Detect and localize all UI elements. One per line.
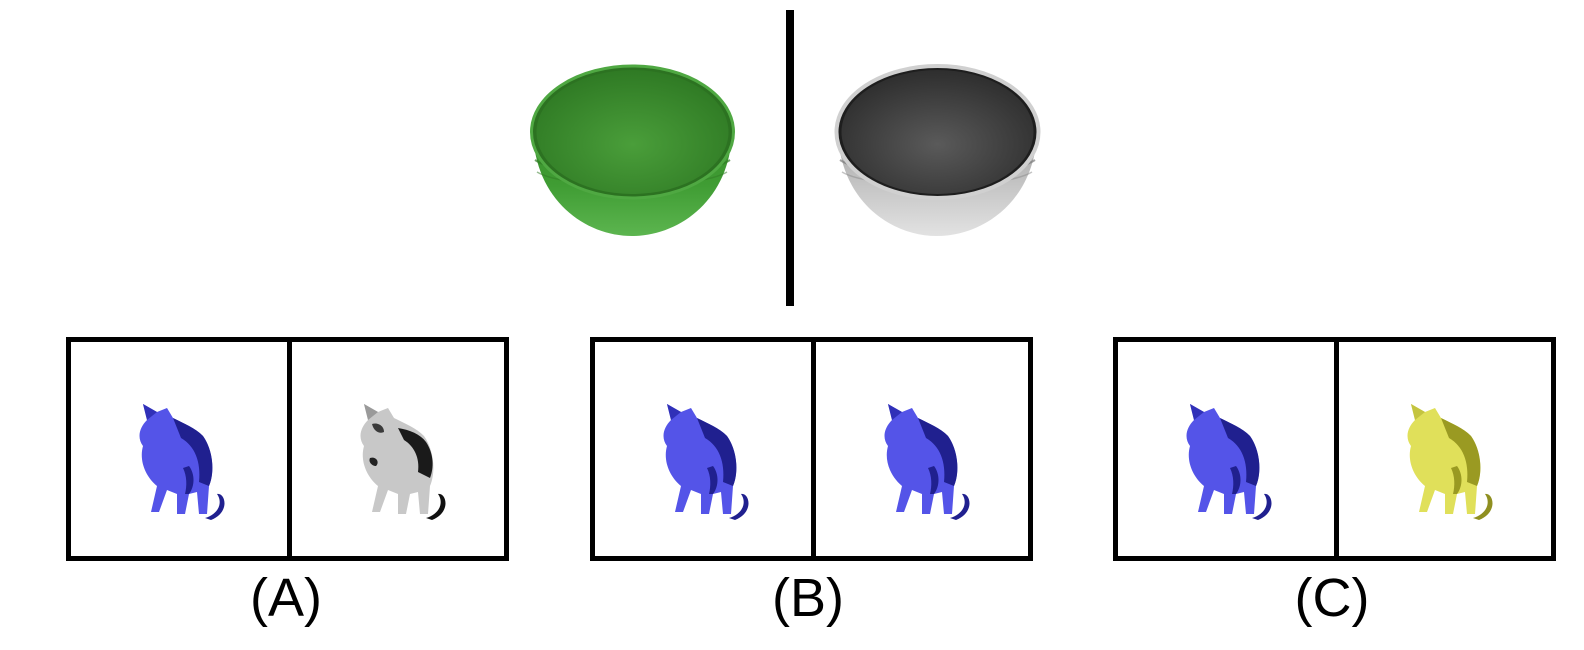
example-left-bowl-icon bbox=[530, 64, 735, 236]
option-a-divider bbox=[287, 342, 292, 556]
cat-icon bbox=[663, 404, 749, 520]
cat-icon bbox=[884, 404, 970, 520]
option-c-left-cell bbox=[1118, 342, 1334, 556]
option-c-divider bbox=[1334, 342, 1339, 556]
cat-icon bbox=[139, 404, 225, 520]
option-panel-b[interactable] bbox=[590, 337, 1033, 561]
option-panel-c[interactable] bbox=[1113, 337, 1556, 561]
option-a-right-cell bbox=[292, 342, 508, 556]
example-divider bbox=[786, 10, 794, 306]
option-b-divider bbox=[811, 342, 816, 556]
cat-icon bbox=[1407, 404, 1493, 520]
option-c-right-cell bbox=[1339, 342, 1555, 556]
example-right-bowl-icon bbox=[834, 64, 1041, 236]
option-panel-a[interactable] bbox=[66, 337, 509, 561]
cat-icon bbox=[1186, 404, 1272, 520]
option-a-left-cell bbox=[71, 342, 287, 556]
cat-icon bbox=[360, 404, 446, 520]
option-label-a: (A) bbox=[250, 568, 322, 628]
option-b-left-cell bbox=[595, 342, 811, 556]
option-label-c: (C) bbox=[1294, 568, 1370, 628]
option-b-right-cell bbox=[816, 342, 1032, 556]
option-label-b: (B) bbox=[772, 568, 844, 628]
